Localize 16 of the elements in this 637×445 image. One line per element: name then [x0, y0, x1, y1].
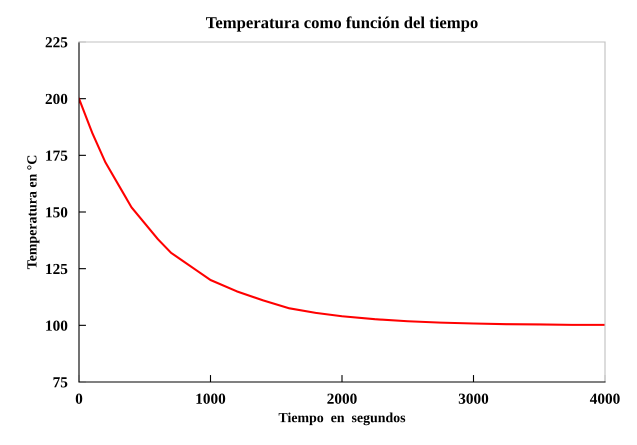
y-tick-label: 100 [46, 320, 68, 331]
y-tick-label: 200 [46, 94, 68, 104]
y-tick-label: 75 [53, 377, 68, 388]
x-tick-label: 1000 [196, 394, 226, 404]
y-tick-label: 125 [46, 264, 68, 274]
x-tick-label: 3000 [458, 394, 488, 404]
x-tick-label: 2000 [327, 394, 357, 404]
y-tick-label: 150 [46, 207, 68, 218]
y-axis-title: Temperatura en °C [27, 156, 40, 270]
x-tick-label: 4000 [590, 394, 620, 404]
y-tick-label: 175 [46, 150, 68, 161]
chart-title: Temperatura como función del tiempo [206, 16, 478, 32]
x-axis-title: Tiempo en segundos [278, 412, 406, 426]
x-tick-label: 0 [76, 394, 82, 404]
line-series [79, 98, 605, 326]
y-tick-label: 225 [46, 37, 68, 48]
